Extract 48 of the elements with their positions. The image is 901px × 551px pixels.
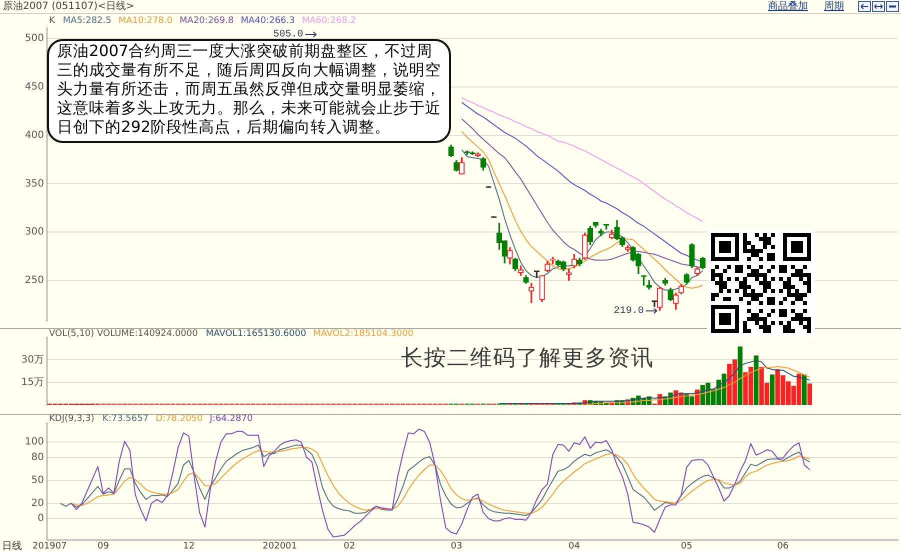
x-tick-label: 02 <box>344 542 356 551</box>
text: 商品叠加 <box>768 0 808 13</box>
y-tick-label: 50 <box>31 474 44 486</box>
y-tick-label: 80 <box>31 452 44 464</box>
text: MA20:269.8 <box>180 16 234 26</box>
annotation: 505.0 <box>273 30 304 41</box>
y-tick-label: 450 <box>24 82 44 93</box>
bar <box>738 346 742 405</box>
x-tick-label: 09 <box>97 542 110 551</box>
annotation: 原油2007合约周三一度大涨突破前期盘整区，不过周三的成交量有所不足，随后周四反向大幅调整，说明空头力量有所还击，而周五虽然反弹但成交量明显萎缩，这意味着多头上攻无力。那么，未来可能就会止步于近日创下的292阶段性高点，后期偏向转入调整。 <box>47 39 451 143</box>
y-tick-label: 350 <box>24 178 44 190</box>
y-tick-label: 15万 <box>21 376 44 388</box>
legend-title: K <box>49 16 55 26</box>
text: K:73.5657 <box>102 414 149 424</box>
y-tick-label: 300 <box>24 226 44 238</box>
text: MAVOL1:165130.6000 <box>206 329 306 339</box>
x-tick-label: 03 <box>450 542 462 551</box>
y-tick-label: 0 <box>38 513 44 524</box>
annotation: 长按二维码了解更多资讯 <box>401 345 654 373</box>
y-tick-label: 250 <box>24 274 44 286</box>
annotation: 219.0 <box>614 306 644 318</box>
y-tick-label: 500 <box>24 33 44 44</box>
y-tick-label: 30万 <box>21 354 44 366</box>
text: MA5:282.5 <box>62 16 112 26</box>
bar <box>754 356 758 405</box>
x-tick-label: 12 <box>183 542 195 551</box>
y-tick-label: 100 <box>24 436 44 448</box>
bar <box>807 384 812 405</box>
series-label: J:64.2870 <box>210 414 253 424</box>
bar <box>802 374 807 405</box>
x-axis-title: 日线 <box>2 540 22 551</box>
x-tick-label: 04 <box>568 542 580 551</box>
chart-title: 原油2007 (051107)<日线> <box>3 0 134 13</box>
text: MA10:278.0 <box>118 16 173 26</box>
text: D:78.2050 <box>156 414 203 424</box>
x-tick-label: 202001 <box>262 542 297 551</box>
text: 周期 <box>824 0 844 13</box>
legend-title: VOL(5,10) VOLUME:140924.0000 <box>49 329 198 339</box>
bar <box>770 374 775 405</box>
x-tick-label: 05 <box>680 542 692 551</box>
x-tick-label: 06 <box>777 542 789 551</box>
y-tick-label: 400 <box>24 130 44 141</box>
y-tick-label: 20 <box>31 498 44 509</box>
text: MA40:266.3 <box>240 16 295 26</box>
legend-title: KDJ(9,3,3) <box>49 414 94 424</box>
x-tick-label: 201907 <box>32 542 67 551</box>
text: MA60:268.2 <box>302 16 356 26</box>
text: MAVOL2:185104.3000 <box>313 329 414 339</box>
